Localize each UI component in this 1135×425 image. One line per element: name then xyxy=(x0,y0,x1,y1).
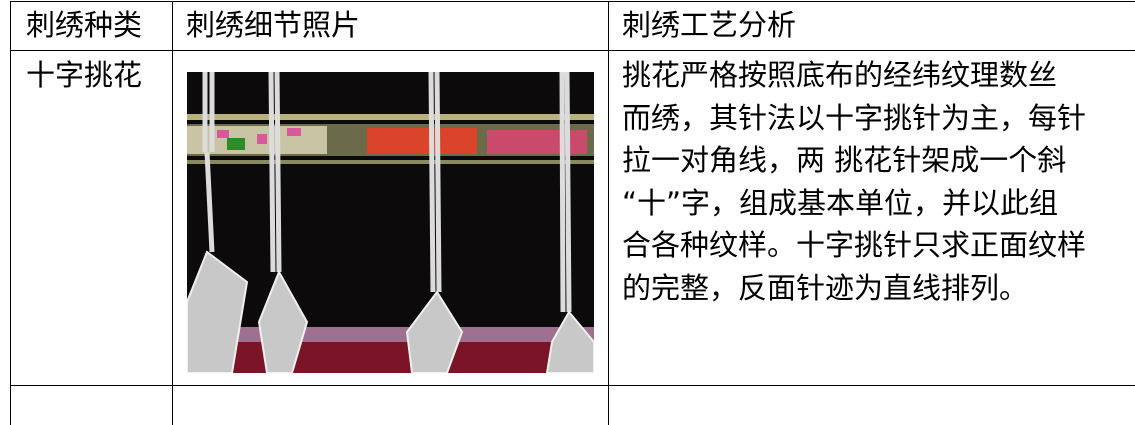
analysis-line: 的完整，反面针迹为直线排列。 xyxy=(622,270,1029,305)
type-cell: 十字挑花 xyxy=(26,58,143,92)
border xyxy=(10,50,1135,51)
analysis-line: 合各种纹样。十字挑针只求正面纹样 xyxy=(622,228,1087,262)
border xyxy=(10,385,1135,386)
analysis-line: “十”字，组成基本单位，并以此组 xyxy=(622,185,1059,220)
analysis-cell: 挑花严格按照底布的经纬纹理数丝 而绣，其针法以十字挑针为主，每针 拉一对角线，两 挑… xyxy=(612,50,1135,309)
header-cell: 刺绣工艺分析 xyxy=(622,8,797,42)
analysis-line: 而绣，其针法以十字挑针为主，每针 xyxy=(622,100,1087,135)
embroidery-photo xyxy=(187,72,594,373)
border xyxy=(172,1,173,425)
header-cell: 刺绣种类 xyxy=(26,8,143,42)
analysis-line: 挑花严格按照底布的经纬纹理数丝 xyxy=(622,58,1058,92)
border xyxy=(10,1,11,425)
analysis-line: 拉一对角线，两 挑花针架成一个斜 xyxy=(622,143,1067,177)
header-cell: 刺绣细节照片 xyxy=(186,8,361,42)
border xyxy=(608,1,609,425)
border xyxy=(10,1,1135,2)
